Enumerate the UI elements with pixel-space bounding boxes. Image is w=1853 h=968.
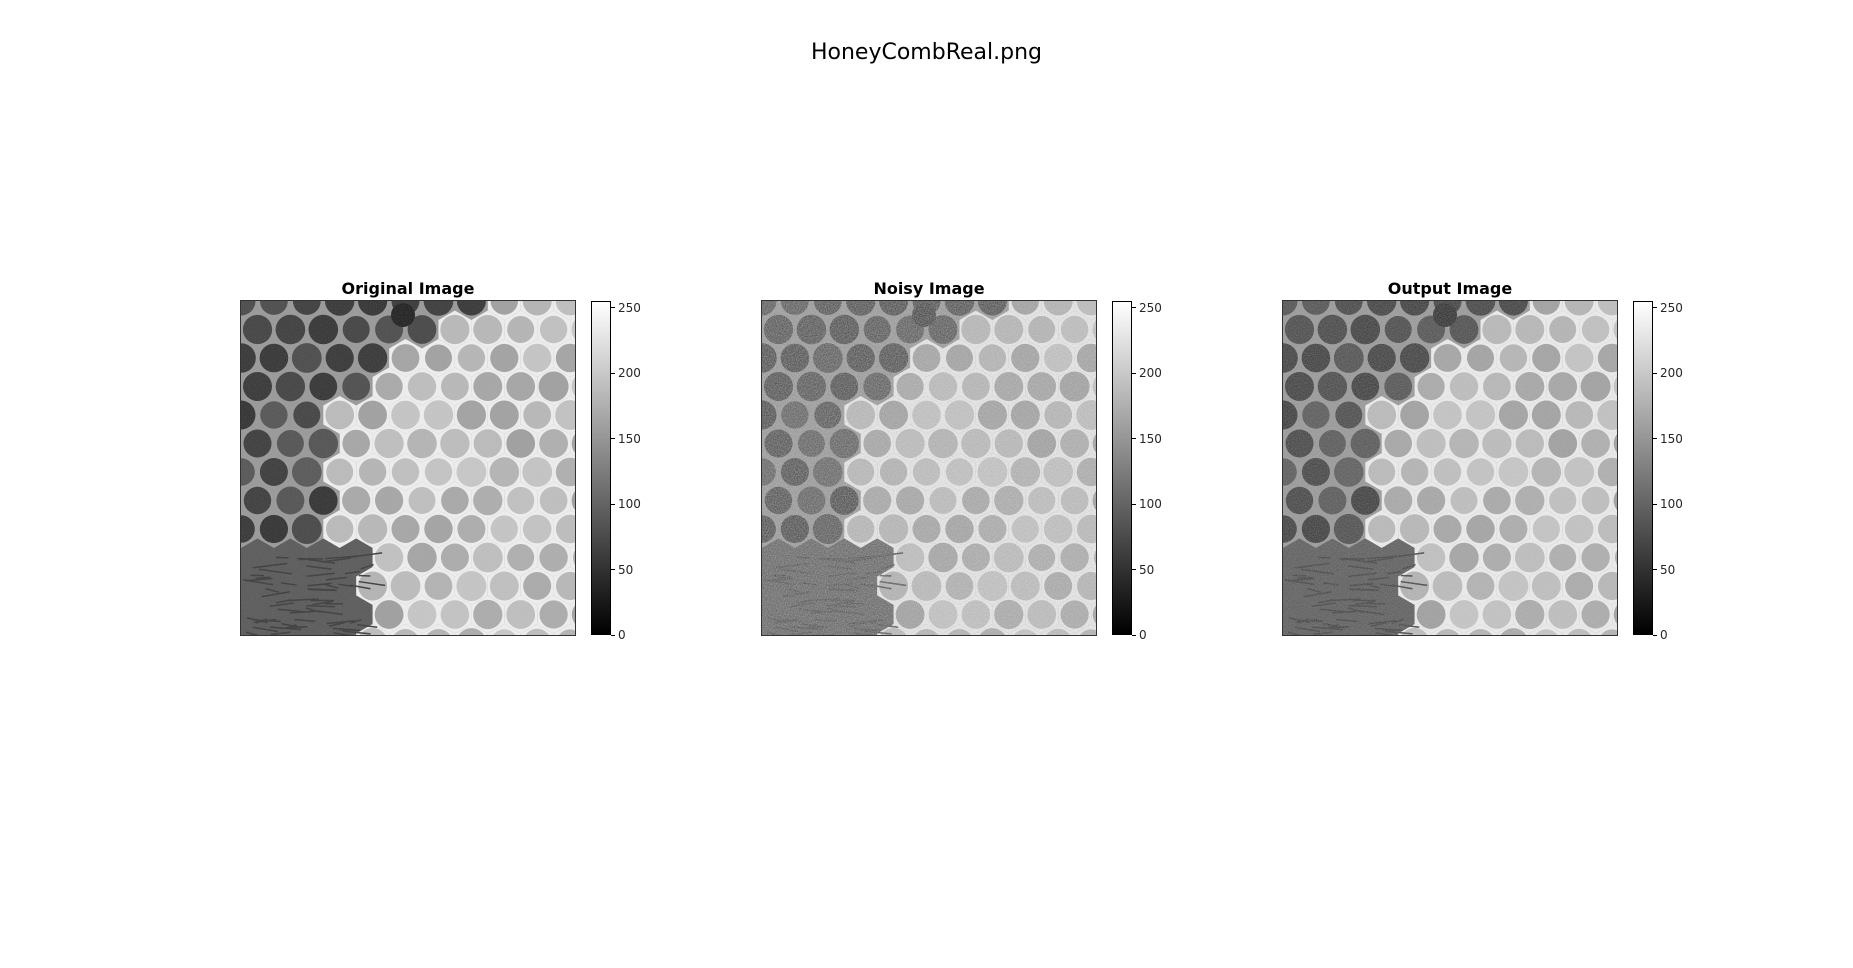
colorbar-tick-label: 100 xyxy=(1139,497,1162,512)
colorbar-tick-label: 150 xyxy=(618,431,641,446)
colorbar-tick xyxy=(1132,503,1136,505)
colorbar xyxy=(591,301,611,635)
colorbar-tick xyxy=(1653,307,1657,309)
colorbar-tick-label: 50 xyxy=(618,562,634,577)
colorbar-tick xyxy=(611,634,615,636)
colorbar-tick-label: 200 xyxy=(618,366,641,381)
colorbar-tick xyxy=(611,503,615,505)
colorbar-tick-label: 150 xyxy=(1660,431,1683,446)
panel-title: Noisy Image xyxy=(873,279,985,298)
colorbar-tick xyxy=(1653,372,1657,374)
colorbar-tick xyxy=(1132,307,1136,309)
colorbar-tick-label: 100 xyxy=(1660,497,1683,512)
panel-original: Original Image 0 50 100 150 200 250 xyxy=(240,279,661,642)
colorbar-tick xyxy=(611,438,615,440)
panel-title: Original Image xyxy=(341,279,475,298)
colorbar-tick xyxy=(1132,569,1136,570)
colorbar-tick-label: 250 xyxy=(1660,300,1683,315)
colorbar-tick xyxy=(1132,634,1136,636)
figure-title: HoneyCombReal.png xyxy=(810,40,1042,65)
output-image xyxy=(1282,300,1618,636)
colorbar-tick xyxy=(1653,569,1657,570)
honeycomb-render xyxy=(241,301,575,635)
colorbar xyxy=(1112,301,1132,635)
colorbar xyxy=(1633,301,1653,635)
original-image xyxy=(240,300,576,636)
colorbar-tick-label: 250 xyxy=(618,300,641,315)
noisy-image xyxy=(761,300,1097,636)
colorbar-tick-label: 100 xyxy=(618,497,641,512)
colorbar-tick-label: 150 xyxy=(1139,431,1162,446)
panel-output: Output Image 0 50 100 150 200 250 xyxy=(1282,279,1703,642)
colorbar-tick xyxy=(611,307,615,309)
panel-noisy: Noisy Image 0 50 100 150 200 250 xyxy=(761,279,1182,642)
colorbar-tick xyxy=(1653,634,1657,636)
colorbar-tick-label: 0 xyxy=(1660,628,1668,642)
colorbar-tick-label: 200 xyxy=(1660,366,1683,381)
colorbar-tick-label: 200 xyxy=(1139,366,1162,381)
honeycomb-render xyxy=(1283,301,1617,635)
honeycomb-render xyxy=(762,301,1096,635)
colorbar-tick xyxy=(1653,438,1657,440)
colorbar-tick-label: 0 xyxy=(1139,628,1147,642)
colorbar-tick xyxy=(1132,438,1136,440)
colorbar-tick xyxy=(1132,372,1136,374)
colorbar-tick-label: 50 xyxy=(1139,562,1155,577)
colorbar-tick-label: 0 xyxy=(618,628,626,642)
colorbar-tick-label: 50 xyxy=(1660,562,1676,577)
colorbar-tick xyxy=(611,569,615,570)
colorbar-tick xyxy=(611,372,615,374)
colorbar-tick xyxy=(1653,503,1657,505)
colorbar-tick-label: 250 xyxy=(1139,300,1162,315)
panel-title: Output Image xyxy=(1387,279,1513,298)
